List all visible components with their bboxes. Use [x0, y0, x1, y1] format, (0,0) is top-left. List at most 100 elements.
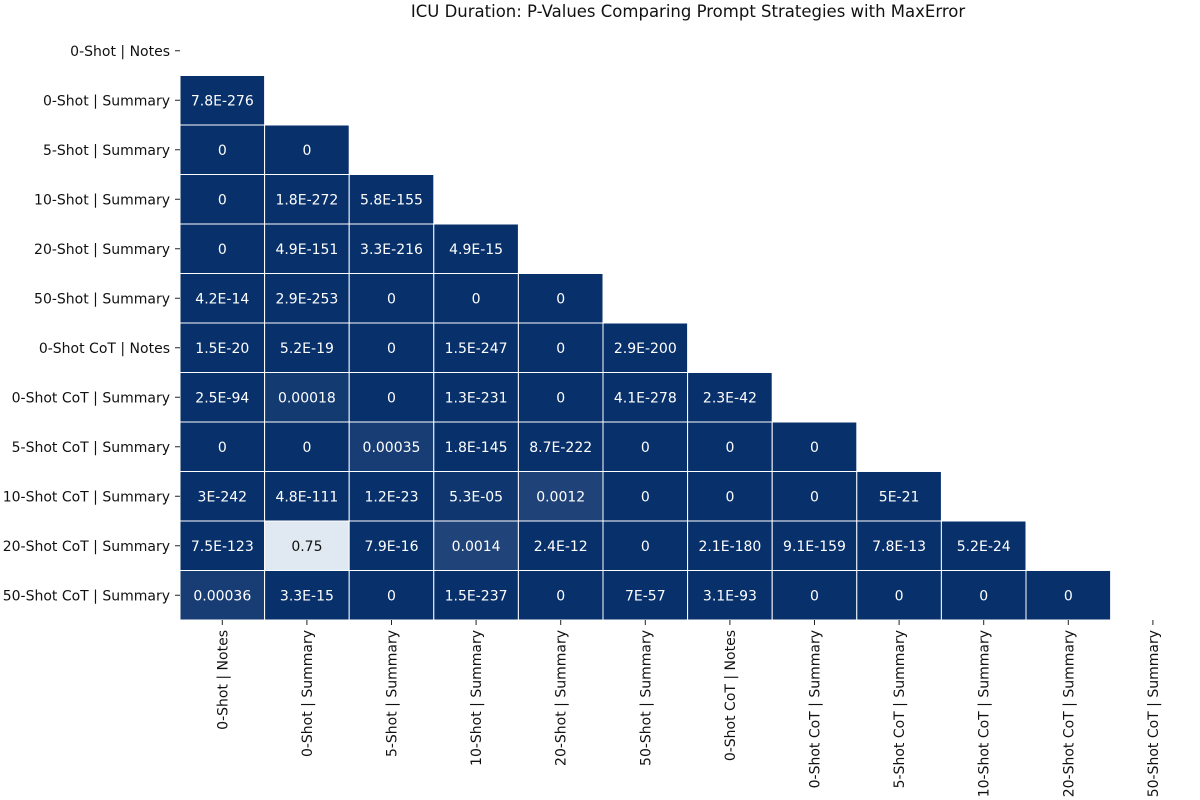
x-tick-label: 10-Shot | Summary [469, 630, 485, 766]
heatmap-cell [433, 372, 519, 423]
x-axis: 0-Shot | Notes 0-Shot | Summary 5-Shot | S… [215, 620, 1162, 797]
x-tick-label: 0-Shot CoT | Notes [723, 630, 739, 761]
cell-value-label: 5.8E-155 [360, 192, 423, 208]
cell-value-label: 0 [302, 440, 311, 456]
cell-value-label: 0 [1064, 588, 1073, 604]
cell-value-label: 0 [641, 539, 650, 555]
cell-value-label: 2.5E-94 [195, 390, 249, 406]
x-tick-label: 50-Shot CoT | Summary [1146, 630, 1162, 797]
cell-value-label: 0 [472, 291, 481, 307]
cell-value-label: 3.1E-93 [703, 588, 757, 604]
y-tick-label: 10-Shot CoT | Summary [3, 489, 170, 505]
heatmap-cell [517, 421, 604, 472]
heatmap-cell [433, 273, 519, 324]
cell-value-label: 2.1E-180 [698, 539, 761, 555]
y-tick-label: 5-Shot | Summary [43, 143, 170, 159]
cell-value-label: 4.9E-15 [449, 242, 503, 258]
cell-value-label: 0.00018 [278, 390, 336, 406]
heatmap-cell [348, 421, 435, 472]
cell-value-label: 4.9E-151 [275, 242, 338, 258]
heatmap-cell [179, 471, 266, 522]
cell-value-label: 0 [556, 291, 565, 307]
heatmap-cell [264, 174, 350, 225]
heatmap-cell [687, 520, 773, 571]
cell-value-label: 0 [556, 390, 565, 406]
cell-value-label: 0 [218, 242, 227, 258]
heatmap-cell [348, 273, 435, 324]
cell-value-label: 8.7E-222 [529, 440, 592, 456]
cell-value-label: 4.1E-278 [614, 390, 677, 406]
heatmap-cell [433, 570, 519, 621]
cell-value-label: 2.9E-253 [275, 291, 338, 307]
heatmap-cell [687, 372, 773, 423]
x-tick-label: 0-Shot | Notes [215, 630, 231, 730]
y-tick-label: 0-Shot | Summary [43, 93, 170, 109]
x-tick-label: 50-Shot | Summary [638, 630, 654, 766]
y-tick-label: 0-Shot CoT | Summary [12, 390, 170, 406]
y-tick-label: 0-Shot CoT | Notes [39, 341, 170, 357]
heatmap-cell [771, 570, 858, 621]
cell-value-label: 0 [895, 588, 904, 604]
heatmap-cell [771, 471, 858, 522]
cell-value-label: 5.3E-05 [449, 489, 503, 505]
cell-value-label: 5.2E-24 [957, 539, 1011, 555]
cell-value-label: 7.8E-276 [191, 93, 254, 109]
cell-value-label: 0.0012 [536, 489, 585, 505]
cell-value-label: 0 [218, 192, 227, 208]
cell-value-label: 1.2E-23 [365, 489, 419, 505]
cell-value-label: 2.4E-12 [534, 539, 588, 555]
cell-value-label: 0 [979, 588, 988, 604]
heatmap-cell [517, 520, 604, 571]
cell-value-label: 4.2E-14 [195, 291, 249, 307]
heatmap-cell [348, 471, 435, 522]
heatmap-cell [856, 570, 942, 621]
cell-value-label: 3.3E-15 [280, 588, 334, 604]
heatmap-cell [602, 471, 689, 522]
heatmap-cell [179, 75, 266, 126]
cell-value-label: 2.9E-200 [614, 341, 677, 357]
heatmap-cell [348, 520, 435, 571]
cell-value-label: 0 [218, 440, 227, 456]
heatmap-cell [517, 471, 604, 522]
cell-value-label: 0 [302, 143, 311, 159]
heatmap-cell [264, 223, 350, 274]
heatmap-cell [348, 372, 435, 423]
x-tick-label: 20-Shot | Summary [554, 630, 570, 766]
heatmap-cell [348, 322, 435, 373]
cell-value-label: 0 [725, 440, 734, 456]
heatmap-cell [179, 372, 266, 423]
x-tick-label: 0-Shot CoT | Summary [808, 630, 824, 788]
cell-value-label: 0 [810, 588, 819, 604]
heatmap-cell-labels: 7.8E-276 0 0 0 1.8E-272 5.8E-155 0 4.9E-151 3.3E… [191, 93, 1073, 604]
heatmap-cell [179, 570, 266, 621]
cell-value-label: 0 [387, 341, 396, 357]
cell-value-label: 0 [810, 489, 819, 505]
cell-value-label: 1.5E-247 [445, 341, 508, 357]
cell-value-label: 3.3E-216 [360, 242, 423, 258]
cell-value-label: 0 [641, 489, 650, 505]
x-tick-label: 5-Shot | Summary [385, 630, 401, 757]
heatmap-cell [940, 520, 1027, 571]
x-tick-label: 0-Shot | Summary [300, 630, 316, 757]
y-tick-label: 10-Shot | Summary [34, 192, 170, 208]
heatmap-cell [348, 570, 435, 621]
heatmap-cell [179, 520, 266, 571]
heatmap-cell [179, 273, 266, 324]
heatmap-cell [348, 223, 435, 274]
cell-value-label: 7.5E-123 [191, 539, 254, 555]
y-axis: 0-Shot | Notes 0-Shot | Summary 5-Shot | S… [3, 44, 180, 604]
cell-value-label: 7E-57 [625, 588, 666, 604]
y-tick-label: 20-Shot CoT | Summary [3, 539, 170, 555]
cell-value-label: 0.00036 [193, 588, 251, 604]
cell-value-label: 0 [556, 341, 565, 357]
cell-value-label: 1.5E-20 [195, 341, 249, 357]
heatmap-cell [264, 124, 350, 175]
cell-value-label: 3E-242 [198, 489, 248, 505]
cell-value-label: 0 [641, 440, 650, 456]
cell-value-label: 9.1E-159 [783, 539, 846, 555]
heatmap-cell [264, 273, 350, 324]
x-tick-label: 10-Shot CoT | Summary [977, 630, 993, 797]
cell-value-label: 1.8E-145 [445, 440, 508, 456]
cell-value-label: 0.75 [291, 539, 322, 555]
